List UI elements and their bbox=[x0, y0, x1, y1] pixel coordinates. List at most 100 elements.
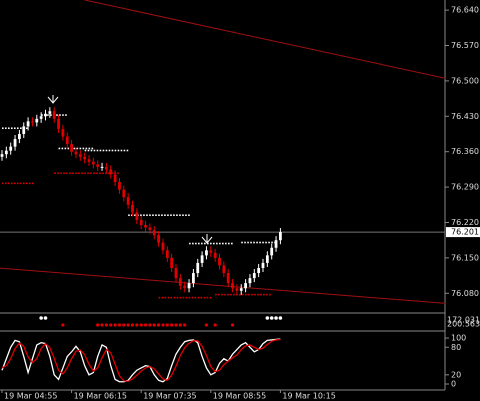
down-dot bbox=[104, 323, 108, 327]
last-price-box bbox=[446, 227, 480, 238]
candle-body bbox=[152, 230, 156, 236]
level-dot bbox=[176, 214, 178, 217]
level-dot bbox=[120, 149, 123, 152]
level-dot bbox=[20, 127, 22, 130]
candle-body bbox=[87, 159, 91, 162]
candle-body bbox=[161, 242, 165, 251]
level-dot bbox=[99, 172, 101, 175]
level-dot bbox=[47, 114, 49, 116]
level-dot bbox=[26, 182, 28, 185]
level-dot bbox=[32, 182, 34, 185]
level-dot bbox=[269, 293, 271, 296]
level-dot bbox=[245, 293, 247, 296]
level-dot bbox=[69, 172, 71, 175]
down-dot bbox=[165, 323, 169, 327]
level-dot bbox=[167, 296, 170, 299]
level-dot bbox=[140, 214, 142, 217]
level-dot bbox=[128, 214, 130, 217]
osc-line bbox=[1, 338, 281, 382]
down-dot bbox=[130, 323, 135, 327]
level-dot bbox=[161, 214, 163, 217]
level-dot bbox=[76, 147, 79, 150]
down-dot bbox=[183, 323, 187, 327]
candle-body bbox=[4, 150, 8, 155]
level-dot bbox=[161, 296, 164, 299]
level-dot bbox=[102, 172, 104, 175]
candle-body bbox=[13, 139, 17, 147]
down-dot bbox=[152, 323, 156, 327]
level-dot bbox=[5, 127, 7, 130]
level-dot bbox=[131, 214, 133, 217]
osc-tick-label: 100 bbox=[451, 334, 466, 343]
level-dot bbox=[85, 147, 88, 150]
level-dot bbox=[225, 242, 227, 245]
level-dot bbox=[185, 296, 188, 299]
level-dot bbox=[247, 241, 249, 244]
level-dot bbox=[206, 296, 209, 299]
candle-body bbox=[122, 189, 126, 198]
up-dot bbox=[274, 316, 278, 320]
level-dot bbox=[108, 149, 111, 152]
down-dot bbox=[139, 323, 143, 327]
candle-body bbox=[279, 232, 282, 241]
level-dot bbox=[81, 172, 83, 175]
level-dot bbox=[96, 172, 98, 175]
level-dot bbox=[82, 147, 85, 150]
level-dot bbox=[14, 127, 16, 130]
level-dot bbox=[102, 149, 105, 152]
down-dot bbox=[61, 323, 65, 327]
level-dot bbox=[84, 149, 87, 152]
x-tick-label: 19 Mar 04:55 bbox=[4, 392, 57, 401]
level-dot bbox=[167, 214, 169, 217]
level-dot bbox=[164, 296, 167, 299]
level-dot bbox=[271, 241, 273, 244]
level-dot bbox=[231, 242, 233, 245]
down-dot bbox=[126, 323, 130, 327]
level-dot bbox=[195, 242, 197, 245]
level-dot bbox=[185, 214, 187, 217]
level-dot bbox=[90, 172, 92, 175]
level-dot bbox=[66, 172, 68, 175]
up-dot bbox=[278, 316, 283, 320]
y-tick-label: 76.220 bbox=[451, 218, 479, 227]
support-level bbox=[54, 172, 119, 175]
level-dot bbox=[111, 149, 114, 152]
level-dot bbox=[114, 149, 117, 152]
level-dot bbox=[75, 172, 77, 175]
up-dot bbox=[269, 316, 274, 320]
level-dot bbox=[17, 182, 19, 185]
level-dot bbox=[91, 147, 94, 150]
level-dot bbox=[227, 293, 229, 296]
down-dot bbox=[117, 323, 122, 327]
level-dot bbox=[228, 242, 230, 245]
candle-body bbox=[9, 146, 13, 151]
last-price-label: 76.201 bbox=[451, 228, 479, 237]
candle-body bbox=[213, 252, 217, 258]
level-dot bbox=[216, 242, 218, 245]
down-dot bbox=[143, 323, 148, 327]
candle-body bbox=[35, 118, 39, 123]
level-dot bbox=[215, 293, 217, 296]
level-dot bbox=[207, 242, 209, 245]
level-dot bbox=[78, 172, 80, 175]
level-dot bbox=[233, 293, 235, 296]
level-dot bbox=[63, 172, 65, 175]
level-dot bbox=[173, 296, 176, 299]
candle-body bbox=[118, 182, 121, 190]
level-dot bbox=[117, 172, 119, 175]
level-dot bbox=[189, 242, 191, 245]
candle-body bbox=[222, 265, 226, 274]
level-dot bbox=[259, 241, 261, 244]
level-dot bbox=[170, 214, 172, 217]
y-tick-label: 76.080 bbox=[451, 289, 479, 298]
arrow bbox=[47, 95, 59, 104]
down-dot bbox=[148, 323, 152, 327]
level-dot bbox=[253, 241, 255, 244]
level-dot bbox=[123, 149, 126, 152]
level-dot bbox=[73, 147, 76, 150]
level-dot bbox=[197, 296, 200, 299]
level-dot bbox=[2, 127, 4, 130]
osc-tick-label: 20 bbox=[451, 370, 461, 379]
level-dot bbox=[105, 149, 108, 152]
